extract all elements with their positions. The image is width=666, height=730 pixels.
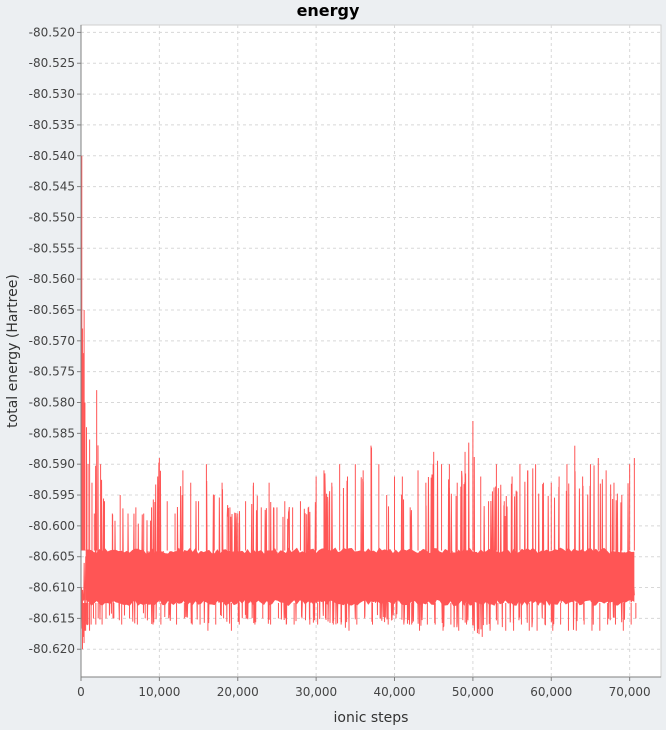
x-axis-ticks: 0 10,000 20,000 30,000 40,000 50,000 60,000 70,… <box>77 677 651 699</box>
y-tick-label: -80.550 <box>29 210 75 224</box>
y-tick-label: -80.540 <box>29 149 75 163</box>
x-tick-label: 30,000 <box>295 685 337 699</box>
y-tick-label: -80.575 <box>29 365 75 379</box>
y-tick-label: -80.620 <box>29 642 75 656</box>
y-tick-label: -80.590 <box>29 457 75 471</box>
y-tick-label: -80.530 <box>29 87 75 101</box>
y-tick-label: -80.565 <box>29 303 75 317</box>
x-tick-label: 0 <box>77 685 85 699</box>
y-tick-label: -80.560 <box>29 272 75 286</box>
y-tick-label: -80.545 <box>29 180 75 194</box>
y-tick-label: -80.535 <box>29 118 75 132</box>
series-energy <box>80 155 637 650</box>
x-tick-label: 20,000 <box>217 685 259 699</box>
x-tick-label: 60,000 <box>530 685 572 699</box>
y-tick-label: -80.605 <box>29 550 75 564</box>
x-tick-label: 50,000 <box>452 685 494 699</box>
y-tick-label: -80.585 <box>29 426 75 440</box>
y-tick-label: -80.555 <box>29 241 75 255</box>
y-tick-label: -80.610 <box>29 581 75 595</box>
x-tick-label: 40,000 <box>374 685 416 699</box>
x-tick-label: 70,000 <box>609 685 651 699</box>
chart-title: energy <box>297 1 360 20</box>
x-gridlines <box>158 25 631 677</box>
y-tick-label: -80.580 <box>29 396 75 410</box>
y-tick-label: -80.615 <box>29 611 75 625</box>
y-tick-label: -80.600 <box>29 519 75 533</box>
y-tick-label: -80.570 <box>29 334 75 348</box>
series-band <box>85 547 635 607</box>
y-axis-ticks: -80.520 -80.525 -80.530 -80.535 -80.540 -80.5… <box>29 25 81 656</box>
y-tick-label: -80.520 <box>29 25 75 39</box>
x-tick-label: 10,000 <box>138 685 180 699</box>
y-gridlines <box>81 31 661 650</box>
y-axis-label: total energy (Hartree) <box>5 274 21 428</box>
y-tick-label: -80.595 <box>29 488 75 502</box>
x-axis-label: ionic steps <box>334 710 409 726</box>
y-tick-label: -80.525 <box>29 56 75 70</box>
